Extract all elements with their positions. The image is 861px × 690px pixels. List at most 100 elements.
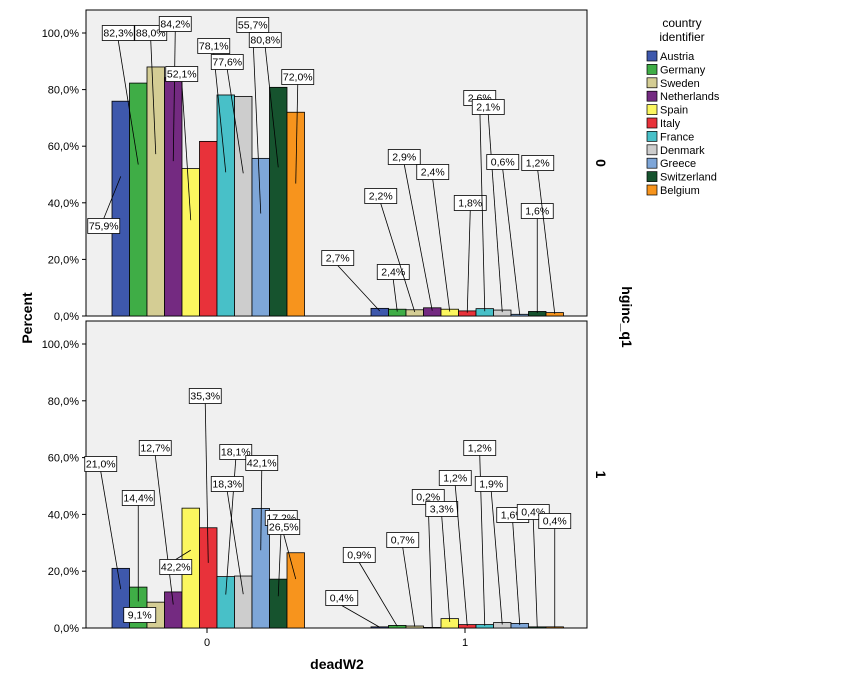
data-label-box [453, 195, 487, 211]
bar-netherlands-deadw2-0-panel-1 [164, 591, 183, 629]
y-tick-label: 100,0% [42, 339, 80, 351]
label-leader-line [226, 491, 244, 595]
y-tick-label: 40,0% [48, 509, 79, 521]
x-tick-label: 0 [204, 637, 210, 649]
data-label-box [84, 456, 118, 472]
label-leader-line [100, 471, 122, 590]
bar-austria-deadw2-1-panel-0 [370, 307, 389, 317]
data-label-sweden: 9,1% [128, 610, 152, 622]
y-tick-label: 40,0% [48, 198, 79, 210]
label-leader-line [532, 519, 538, 628]
y-tick-label: 0,0% [54, 623, 79, 635]
y-tick-label: 0,0% [54, 311, 79, 323]
data-label-box [474, 476, 508, 492]
label-leader-line [117, 40, 139, 165]
label-leader-line [260, 470, 263, 551]
data-label-box [248, 32, 282, 48]
x-axis-title: deadW2 [310, 656, 364, 672]
data-label-box [123, 607, 157, 623]
data-label-germany: 2,4% [381, 267, 405, 279]
data-label-box [267, 519, 301, 535]
data-label-box [520, 203, 554, 219]
data-label-spain: 52,1% [167, 69, 197, 81]
label-leader-line [466, 210, 471, 313]
label-leader-line [172, 31, 176, 162]
data-label-box [188, 388, 222, 404]
legend-entry-france: France [660, 131, 694, 143]
label-leader-line [154, 455, 174, 605]
label-leader-line [487, 114, 503, 313]
legend-swatch-switzerland [646, 171, 658, 182]
data-label-italy: 1,2% [443, 473, 467, 485]
data-label-box [463, 440, 497, 456]
bar-spain-deadw2-0-panel-0 [181, 168, 200, 317]
y-tick-label: 60,0% [48, 453, 79, 465]
label-leader-line [103, 176, 122, 219]
data-label-greece: 0,6% [491, 157, 515, 169]
data-label-austria: 2,7% [326, 253, 350, 265]
bar-switzerland-deadw2-0-panel-1 [269, 578, 288, 629]
legend-swatch-greece [646, 157, 658, 169]
label-leader-line [392, 279, 398, 312]
data-label-box [425, 501, 459, 517]
data-label-belgium: 0,4% [543, 516, 567, 528]
label-leader-line [150, 40, 157, 155]
label-leader-line [402, 547, 416, 627]
label-leader-line [432, 179, 451, 312]
legend-swatch-netherlands [646, 90, 658, 102]
label-leader-line [490, 491, 503, 625]
legend-entry-belgium: Belgium [660, 185, 700, 197]
label-leader-line [181, 81, 192, 221]
legend-entry-austria: Austria [660, 51, 695, 63]
data-label-box [101, 25, 135, 41]
legend-swatch-germany [646, 64, 658, 75]
bar-denmark-deadw2-0-panel-1 [234, 575, 253, 629]
data-label-italy: 1,8% [458, 198, 482, 210]
data-label-netherlands: 84,2% [160, 19, 190, 31]
data-label-box [210, 476, 244, 492]
bar-sweden-deadw2-0-panel-0 [146, 66, 165, 317]
legend-title: country [662, 16, 701, 30]
data-label-box [159, 559, 193, 575]
bar-austria-deadw2-0-panel-0 [111, 100, 130, 317]
data-label-spain: 42,2% [161, 562, 191, 574]
data-label-denmark: 2,1% [476, 102, 500, 114]
data-label-box [364, 188, 398, 204]
data-label-box [134, 25, 168, 41]
panel-label: 0 [593, 159, 609, 167]
label-leader-line [479, 105, 486, 312]
data-label-switzerland: 1,6% [525, 206, 549, 218]
data-label-france: 18,1% [221, 447, 251, 459]
data-label-germany: 82,3% [103, 28, 133, 40]
data-label-box [197, 38, 231, 54]
data-label-belgium: 1,2% [526, 158, 550, 170]
data-label-france: 78,1% [199, 41, 229, 53]
bar-netherlands-deadw2-0-panel-0 [164, 77, 183, 317]
legend-entry-germany: Germany [660, 64, 706, 76]
y-tick-label: 20,0% [48, 566, 79, 578]
legend-title: identifier [659, 30, 704, 44]
label-leader-line [512, 522, 521, 626]
panel-1: 0,0% 20,0% 40,0% 60,0% 80,0% 100,0% 21,0% 14,4%… [42, 320, 609, 635]
data-label-austria: 75,9% [89, 221, 119, 233]
legend-swatch-italy [646, 117, 658, 129]
data-label-box [521, 155, 555, 171]
x-tick-label: 1 [462, 637, 468, 649]
data-label-box [538, 513, 572, 529]
data-label-box [158, 16, 192, 32]
label-leader-line [175, 549, 191, 560]
data-label-sweden: 88,0% [136, 28, 166, 40]
data-label-sweden: 2,2% [369, 191, 393, 203]
legend-swatch-spain [646, 104, 658, 115]
bar-belgium-deadw2-0-panel-1 [286, 552, 305, 629]
data-label-box [219, 444, 253, 460]
data-label-denmark: 77,6% [212, 57, 242, 69]
data-label-germany: 0,9% [347, 550, 371, 562]
legend-entry-italy: Italy [660, 118, 681, 130]
data-label-box [438, 470, 472, 486]
legend-entry-spain: Spain [660, 105, 688, 117]
label-leader-line [213, 53, 227, 173]
data-label-austria: 21,0% [86, 459, 116, 471]
legend-swatch-sweden [646, 77, 658, 89]
